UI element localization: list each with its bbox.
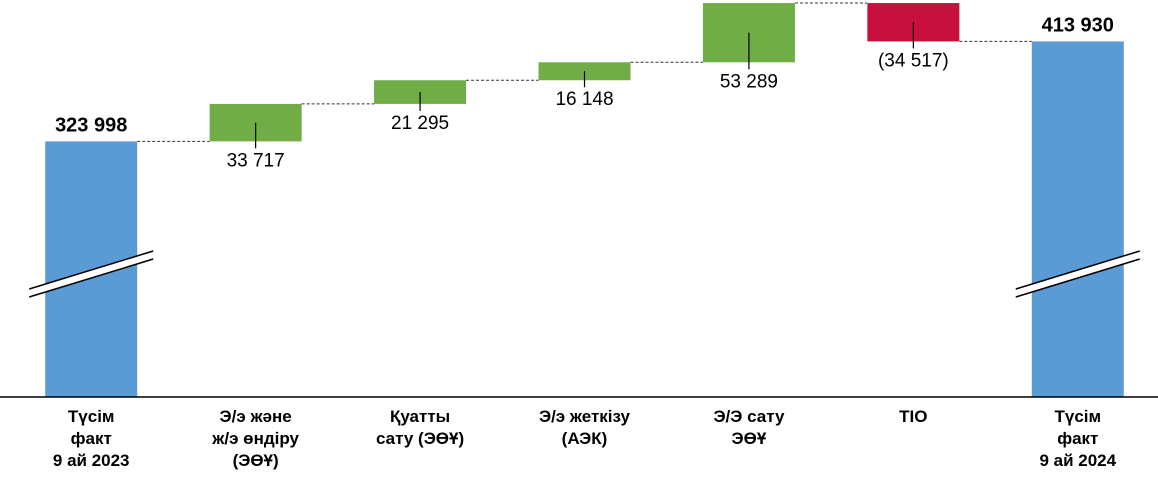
x-tick-label: Түсім факт 9 ай 2024 (1039, 407, 1116, 470)
x-tick-label: Э/Э сату ЭӨҰ (713, 407, 785, 448)
axis-break (1015, 250, 1141, 298)
bar (1031, 41, 1124, 398)
break-band (29, 251, 154, 297)
x-tick-line: ЭӨҰ (732, 429, 767, 448)
value-label: 16 148 (555, 89, 613, 110)
x-tick-line: ТІО (899, 407, 927, 426)
x-tick-line: сату (ЭӨҰ) (376, 429, 464, 448)
value-label: (34 517) (878, 50, 949, 71)
x-tick-line: Э/э және (220, 407, 292, 426)
axis-break (28, 250, 154, 298)
value-label: 21 295 (391, 113, 449, 134)
x-tick-label: ТІО (899, 407, 927, 426)
x-tick-line: Э/э жеткізу (539, 407, 631, 426)
value-label: 53 289 (720, 71, 778, 92)
break-line (28, 258, 154, 298)
x-tick-line: (ЭӨҰ) (233, 451, 279, 470)
x-tick-line: Түсім (1054, 407, 1101, 426)
x-tick-label: Түсім факт 9 ай 2023 (53, 407, 130, 470)
break-band (1015, 251, 1140, 297)
break-line (1015, 258, 1141, 298)
x-tick-label: Э/э жеткізу (АЭК) (539, 407, 631, 448)
x-tick-line: ж/э өндіру (211, 429, 299, 448)
x-tick-line: Түсім (68, 407, 115, 426)
break-line (28, 250, 154, 290)
break-line (1015, 250, 1141, 290)
x-tick-line: 9 ай 2024 (1039, 451, 1116, 470)
x-tick-line: (АЭК) (562, 429, 608, 448)
x-tick-line: факт (1057, 429, 1098, 448)
x-tick-label: Э/э және ж/э өндіру (ЭӨҰ) (211, 407, 299, 470)
x-tick-line: Қуатты (390, 407, 450, 426)
x-tick-line: Э/Э сату (713, 407, 785, 426)
x-tick-line: факт (71, 429, 112, 448)
value-label: 413 930 (1042, 15, 1114, 37)
value-label: 33 717 (227, 150, 285, 171)
x-tick-label: Қуатты сату (ЭӨҰ) (376, 407, 464, 448)
value-label: 323 998 (55, 115, 127, 137)
x-tick-line: 9 ай 2023 (53, 451, 130, 470)
bar (45, 141, 138, 397)
